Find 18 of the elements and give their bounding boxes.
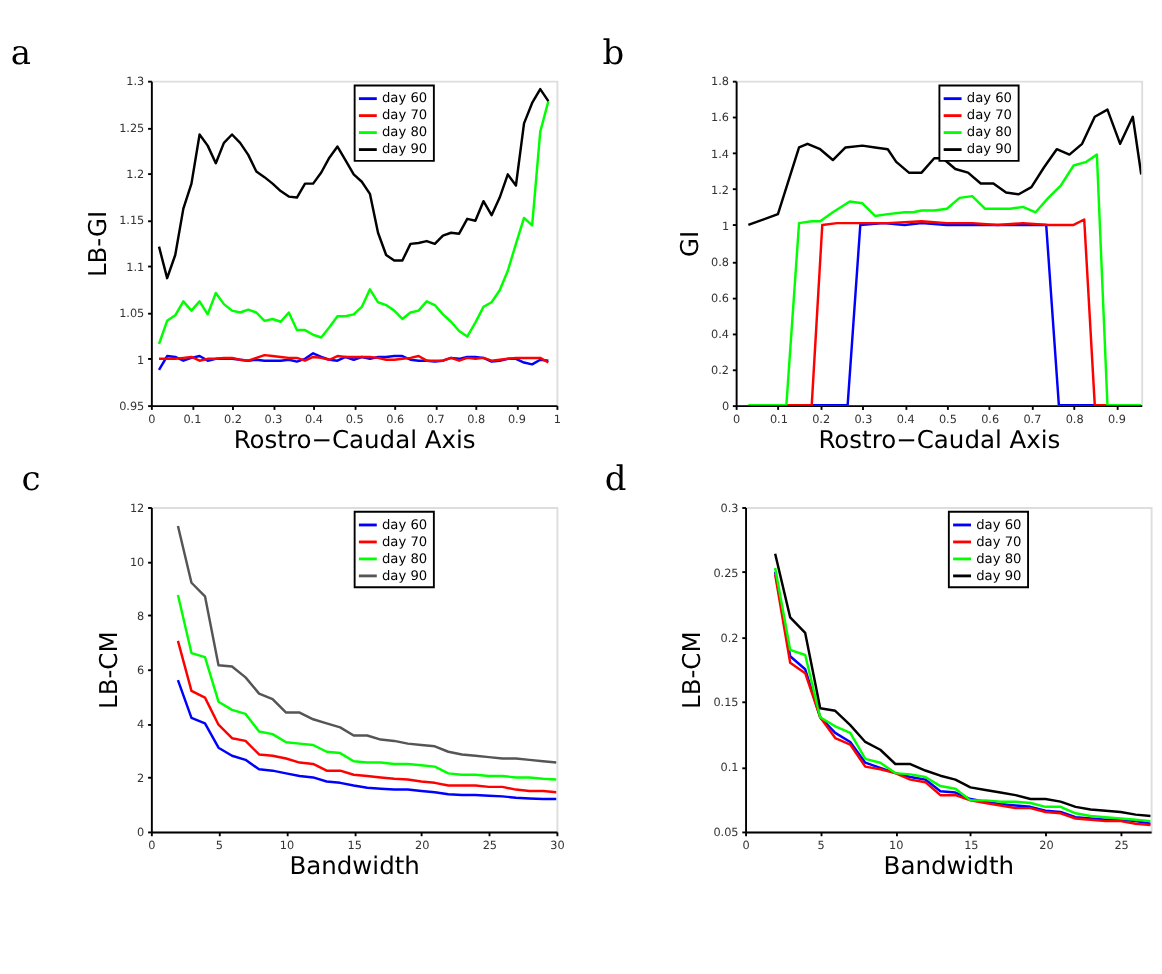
x-axis-title: Bandwidth bbox=[289, 851, 420, 880]
y-axis-title: LB-GI bbox=[83, 210, 112, 278]
y-axis-title: GI bbox=[675, 230, 704, 258]
line-series bbox=[176, 678, 557, 801]
x-axis-title: Bandwidth bbox=[883, 851, 1015, 880]
chart-title: a bbox=[10, 33, 31, 74]
line-series bbox=[747, 153, 1142, 406]
y-axis-title: LB-CM bbox=[678, 631, 707, 709]
chart-title: c bbox=[21, 460, 41, 501]
x-axis-title: Rostro−Caudal Axis bbox=[818, 425, 1061, 454]
y-axis-title: LB-CM bbox=[94, 631, 123, 709]
line-series bbox=[176, 593, 557, 781]
line-series bbox=[176, 639, 557, 794]
chart-title: d bbox=[604, 460, 627, 501]
line-series bbox=[157, 87, 550, 280]
chart-title: b bbox=[602, 33, 625, 74]
x-axis-title: Rostro−Caudal Axis bbox=[233, 425, 476, 454]
line-series bbox=[157, 352, 550, 372]
